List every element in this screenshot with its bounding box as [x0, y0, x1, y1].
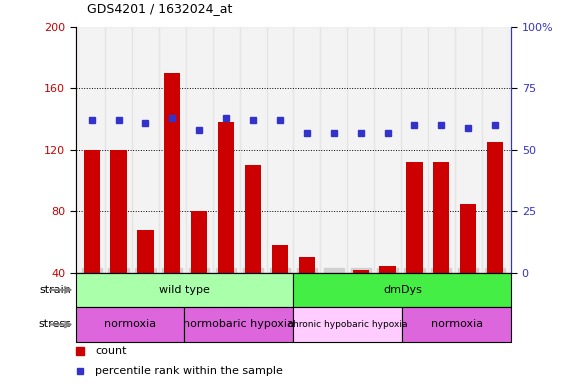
Text: normoxia: normoxia — [104, 319, 156, 329]
Bar — [110, 150, 127, 273]
Bar — [428, 27, 455, 273]
Bar — [164, 73, 181, 273]
Bar — [374, 27, 401, 273]
Bar — [272, 245, 288, 273]
Bar — [406, 162, 422, 273]
Bar — [379, 266, 396, 273]
Text: stress: stress — [38, 319, 71, 329]
Text: count: count — [95, 346, 127, 356]
Bar — [191, 211, 207, 273]
Text: strain: strain — [40, 285, 71, 295]
Bar — [433, 162, 450, 273]
Bar — [105, 27, 132, 273]
Bar — [347, 27, 374, 273]
Bar — [185, 307, 293, 342]
Bar — [402, 307, 511, 342]
Bar — [326, 273, 342, 326]
Bar — [293, 273, 511, 307]
Bar — [76, 307, 185, 342]
Bar — [267, 27, 293, 273]
Text: chronic hypobaric hypoxia: chronic hypobaric hypoxia — [288, 320, 408, 329]
Bar — [299, 257, 315, 273]
Bar — [401, 27, 428, 273]
Bar — [84, 150, 100, 273]
Bar — [76, 273, 293, 307]
Bar — [186, 27, 213, 273]
Bar — [482, 27, 508, 273]
Bar — [213, 27, 239, 273]
Bar — [245, 165, 261, 273]
Bar — [159, 27, 186, 273]
Bar — [137, 230, 153, 273]
Bar — [78, 27, 105, 273]
Bar — [239, 27, 267, 273]
Bar — [353, 270, 369, 273]
Text: wild type: wild type — [159, 285, 210, 295]
Bar — [320, 27, 347, 273]
Text: GDS4201 / 1632024_at: GDS4201 / 1632024_at — [87, 2, 232, 15]
Bar — [487, 142, 503, 273]
Bar — [218, 122, 234, 273]
Bar — [455, 27, 482, 273]
Text: normoxia: normoxia — [431, 319, 483, 329]
Text: dmDys: dmDys — [383, 285, 422, 295]
Bar — [293, 27, 320, 273]
Bar — [293, 307, 402, 342]
Text: percentile rank within the sample: percentile rank within the sample — [95, 366, 283, 376]
Bar — [460, 204, 476, 273]
Bar — [132, 27, 159, 273]
Text: normobaric hypoxia: normobaric hypoxia — [184, 319, 295, 329]
